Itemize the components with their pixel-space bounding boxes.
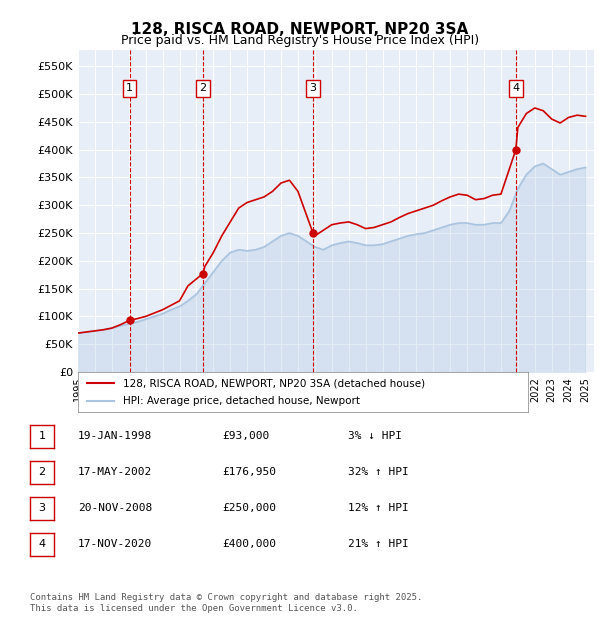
Text: 3% ↓ HPI: 3% ↓ HPI: [348, 431, 402, 441]
Text: 32% ↑ HPI: 32% ↑ HPI: [348, 467, 409, 477]
Text: HPI: Average price, detached house, Newport: HPI: Average price, detached house, Newp…: [123, 396, 360, 406]
Text: 3: 3: [310, 83, 316, 93]
Text: £250,000: £250,000: [222, 503, 276, 513]
Text: 128, RISCA ROAD, NEWPORT, NP20 3SA (detached house): 128, RISCA ROAD, NEWPORT, NP20 3SA (deta…: [123, 378, 425, 388]
Text: Price paid vs. HM Land Registry's House Price Index (HPI): Price paid vs. HM Land Registry's House …: [121, 34, 479, 47]
Text: 128, RISCA ROAD, NEWPORT, NP20 3SA: 128, RISCA ROAD, NEWPORT, NP20 3SA: [131, 22, 469, 37]
Text: 17-MAY-2002: 17-MAY-2002: [78, 467, 152, 477]
Text: 4: 4: [38, 539, 46, 549]
Text: 19-JAN-1998: 19-JAN-1998: [78, 431, 152, 441]
Text: £93,000: £93,000: [222, 431, 269, 441]
Text: Contains HM Land Registry data © Crown copyright and database right 2025.
This d: Contains HM Land Registry data © Crown c…: [30, 593, 422, 613]
Text: 2: 2: [199, 83, 206, 93]
Text: 1: 1: [38, 432, 46, 441]
Text: 12% ↑ HPI: 12% ↑ HPI: [348, 503, 409, 513]
Text: £400,000: £400,000: [222, 539, 276, 549]
Text: 17-NOV-2020: 17-NOV-2020: [78, 539, 152, 549]
Text: £176,950: £176,950: [222, 467, 276, 477]
Text: 21% ↑ HPI: 21% ↑ HPI: [348, 539, 409, 549]
Text: 20-NOV-2008: 20-NOV-2008: [78, 503, 152, 513]
Text: 3: 3: [38, 503, 46, 513]
Text: 2: 2: [38, 467, 46, 477]
Text: 4: 4: [512, 83, 520, 93]
Text: 1: 1: [126, 83, 133, 93]
